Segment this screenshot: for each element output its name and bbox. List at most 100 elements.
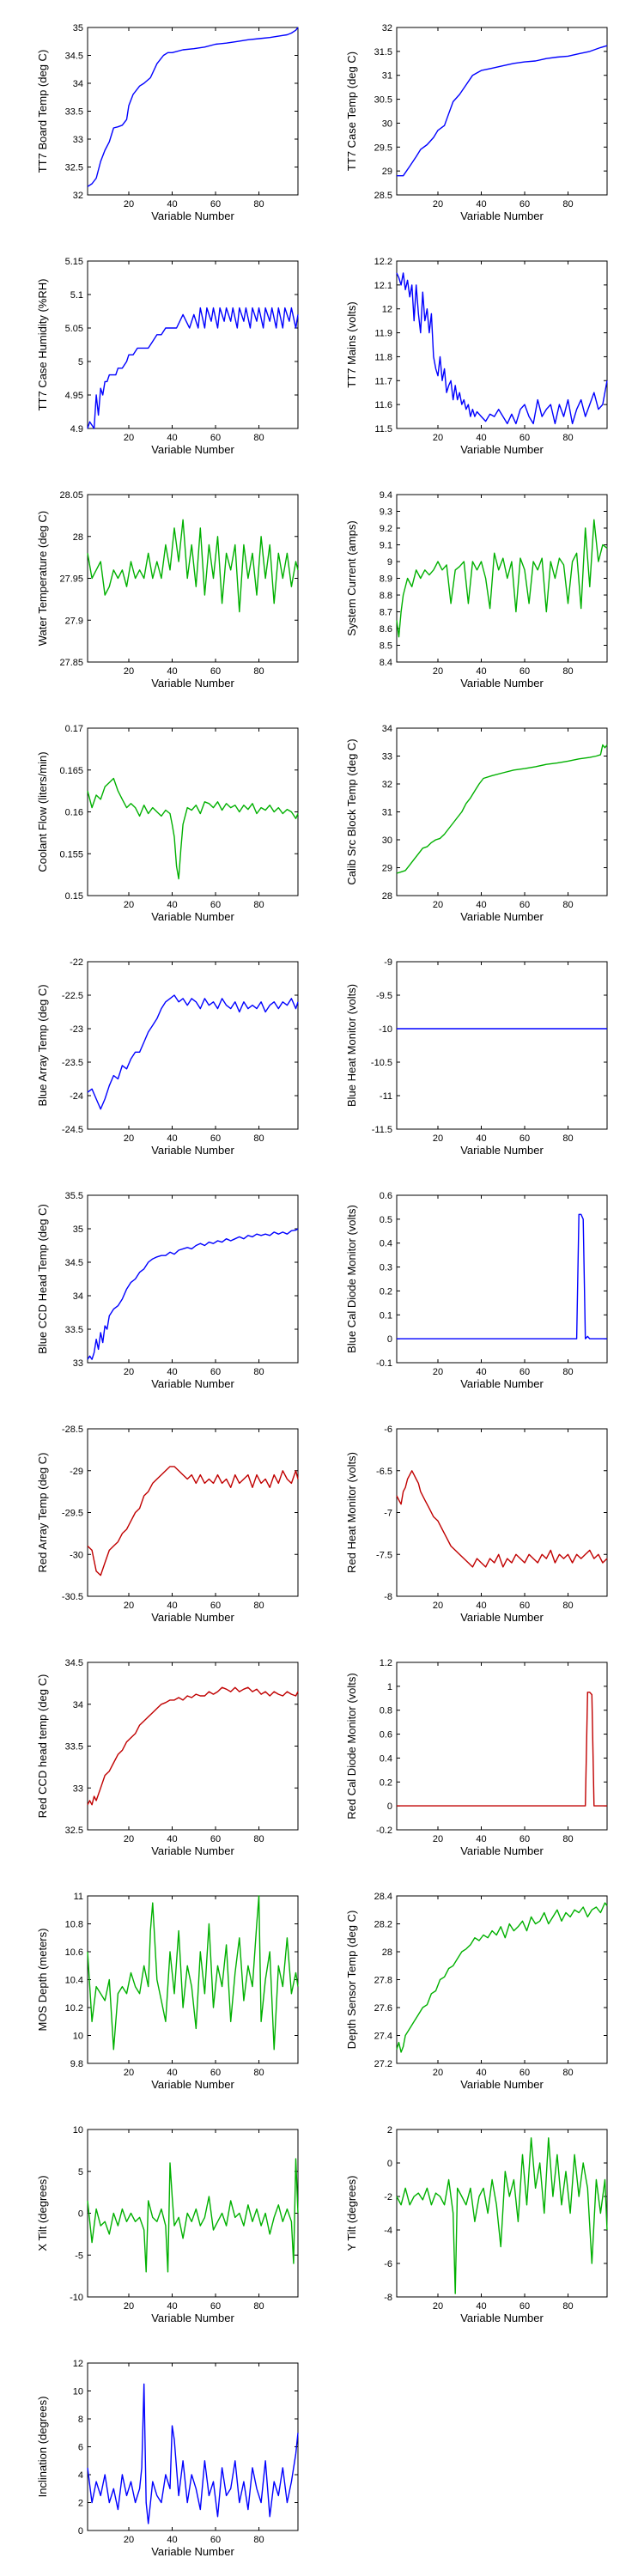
- y-axis-label: X Tilt (degrees): [36, 2175, 49, 2251]
- y-tick-label: 0.4: [380, 1239, 392, 1249]
- y-tick-label: 5.1: [70, 290, 83, 301]
- y-tick-label: -24: [70, 1091, 83, 1102]
- y-tick-label: 30.5: [374, 95, 392, 106]
- x-tick-label: 60: [210, 1367, 221, 1377]
- y-axis-label: Inclination (degrees): [36, 2397, 49, 2498]
- x-tick-label: 20: [124, 2301, 134, 2312]
- y-tick-label: -10.5: [371, 1058, 392, 1068]
- y-tick-label: 33: [382, 752, 392, 762]
- y-tick-label: 11.9: [374, 329, 392, 339]
- subplot-7: 0.15 0.155 0.16 0.165 0.17 20 40 60 80 Variable N…: [36, 724, 299, 923]
- x-tick-label: 20: [124, 1834, 134, 1844]
- y-axis-label: Blue CCD Head Temp (deg C): [36, 1204, 49, 1354]
- x-tick-label: 20: [124, 2535, 134, 2545]
- y-tick-label: 0.5: [380, 1215, 392, 1225]
- y-tick-label: 9: [387, 557, 392, 568]
- y-tick-label: 30: [382, 118, 392, 129]
- series-line: [87, 519, 299, 613]
- subplot-3: 4.9 4.95 5 5.05 5.1 5.15 20 40 60 80 Variable Numb…: [36, 257, 299, 456]
- plot-frame: [87, 727, 299, 896]
- y-axis-label: TT7 Mains (volts): [345, 301, 358, 387]
- x-tick-label: 40: [167, 1834, 177, 1844]
- series-line: [87, 1228, 299, 1360]
- x-tick-label: 60: [210, 2301, 221, 2312]
- x-tick-label: 80: [253, 1601, 264, 1611]
- y-tick-label: 4.9: [70, 424, 83, 434]
- plot-frame: [396, 1662, 608, 1831]
- x-tick-label: 60: [519, 2301, 530, 2312]
- y-tick-label: 33: [73, 135, 83, 145]
- y-tick-label: 0.3: [380, 1263, 392, 1273]
- y-tick-label: -7: [384, 1509, 392, 1519]
- series-line: [396, 1470, 608, 1568]
- y-tick-label: 27.2: [374, 2059, 392, 2069]
- y-tick-label: 0.155: [59, 849, 83, 860]
- y-tick-label: 34.5: [65, 1658, 83, 1668]
- y-tick-label: -23.5: [62, 1058, 83, 1068]
- y-tick-label: 10.8: [65, 1920, 83, 1930]
- y-tick-label: -23: [70, 1024, 83, 1035]
- y-tick-label: 0.6: [380, 1191, 392, 1201]
- y-tick-label: 9.2: [380, 524, 392, 534]
- y-tick-label: 34: [382, 724, 392, 734]
- series-line: [396, 2137, 608, 2294]
- y-tick-label: 4: [78, 2470, 83, 2481]
- series-line: [87, 1686, 299, 1806]
- y-axis-label: Red Cal Diode Monitor (volts): [345, 1673, 358, 1820]
- x-axis-label: Variable Number: [460, 910, 544, 923]
- y-tick-label: 10: [73, 2032, 83, 2042]
- y-tick-label: 8.5: [380, 641, 392, 652]
- subplot-21: 0 2 4 6 8 10 12 20 40 60 80 Variable Number Inclinat…: [36, 2359, 299, 2558]
- x-tick-label: 20: [433, 2068, 443, 2078]
- subplot-14: -8 -7.5 -7 -6.5 -6 20 40 60 80 Variable Number Red…: [345, 1425, 608, 1624]
- x-tick-label: 40: [476, 1367, 486, 1377]
- y-tick-label: 27.8: [374, 1976, 392, 1986]
- y-tick-label: 8.4: [380, 658, 392, 668]
- subplot-10: -11.5 -11 -10.5 -10 -9.5 -9 20 40 60 80 Variable N…: [345, 957, 608, 1157]
- y-tick-label: 28.2: [374, 1920, 392, 1930]
- x-tick-label: 80: [562, 1133, 573, 1144]
- x-tick-label: 20: [124, 199, 134, 210]
- subplot-12: -0.1 0 0.1 0.2 0.3 0.4 0.5 0.6 20 40 60 80 Variable …: [345, 1191, 608, 1390]
- y-tick-label: -30: [70, 1550, 83, 1560]
- x-axis-label: Variable Number: [151, 910, 234, 923]
- y-tick-label: 30: [382, 835, 392, 846]
- y-tick-label: 8.9: [380, 574, 392, 585]
- x-tick-label: 40: [476, 2068, 486, 2078]
- series-line: [396, 272, 608, 425]
- x-axis-label: Variable Number: [460, 1144, 544, 1157]
- y-axis-label: Red Array Temp (deg C): [36, 1453, 49, 1573]
- series-line: [87, 994, 299, 1110]
- x-axis-label: Variable Number: [460, 1844, 544, 1857]
- y-tick-label: 1: [387, 1682, 392, 1692]
- series-line: [87, 307, 299, 429]
- x-tick-label: 40: [476, 666, 486, 677]
- x-tick-label: 40: [476, 1601, 486, 1611]
- y-tick-label: 28: [73, 532, 83, 543]
- x-tick-label: 20: [433, 2301, 443, 2312]
- y-tick-label: 35.5: [65, 1191, 83, 1201]
- plot-frame: [396, 1895, 608, 2064]
- y-tick-label: 2: [387, 2125, 392, 2136]
- x-tick-label: 40: [476, 199, 486, 210]
- y-tick-label: 0.2: [380, 1777, 392, 1788]
- series-line: [396, 519, 608, 638]
- subplot-6: 8.4 8.5 8.6 8.7 8.8 8.9 9 9.1 9.2 9.3 9.4 20 40 60 80 V…: [345, 490, 608, 690]
- x-tick-label: 60: [210, 433, 221, 443]
- plot-frame: [87, 260, 299, 429]
- y-tick-label: 9.4: [380, 490, 392, 501]
- subplot-1: 32 32.5 33 33.5 34 34.5 35 20 40 60 80 Variable Num…: [36, 23, 299, 222]
- plot-frame: [396, 2129, 608, 2298]
- y-tick-label: -9.5: [376, 991, 392, 1001]
- x-tick-label: 60: [519, 666, 530, 677]
- x-tick-label: 40: [167, 2068, 177, 2078]
- subplot-15: 32.5 33 33.5 34 34.5 20 40 60 80 Variable Number R…: [36, 1658, 299, 1857]
- plot-frame: [87, 1662, 299, 1831]
- y-axis-label: Blue Heat Monitor (volts): [345, 984, 358, 1107]
- y-tick-label: 0: [387, 1801, 392, 1812]
- y-tick-label: 28.5: [374, 191, 392, 201]
- y-tick-label: 10: [73, 2387, 83, 2397]
- y-tick-label: 9.1: [380, 541, 392, 551]
- y-tick-label: 0.2: [380, 1286, 392, 1297]
- y-tick-label: -29.5: [62, 1509, 83, 1519]
